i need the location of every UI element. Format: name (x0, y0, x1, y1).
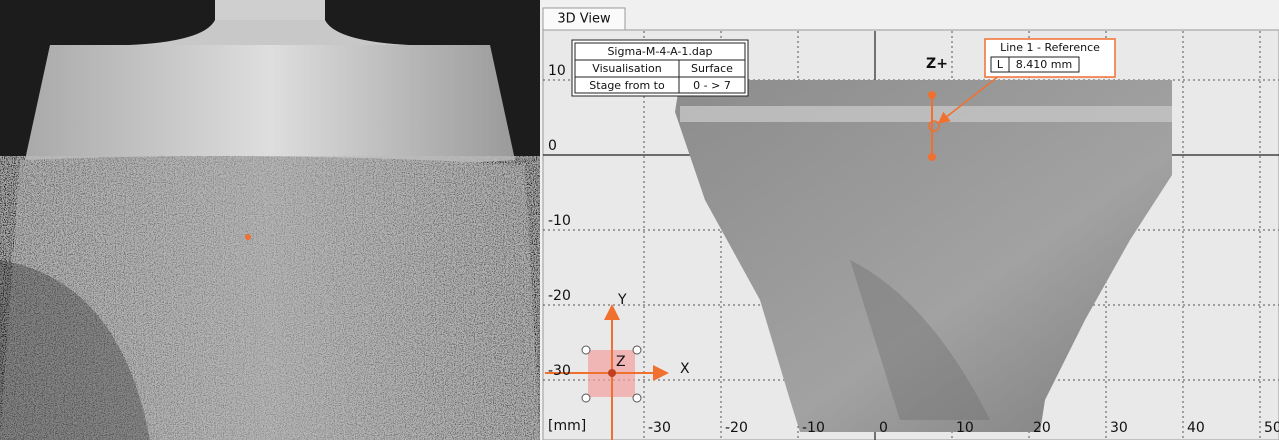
measurement-value: 8.410 mm (1016, 58, 1072, 71)
unit-label: [mm] (548, 418, 586, 434)
y-tick-label: -10 (548, 213, 571, 229)
tab-label[interactable]: 3D View (557, 12, 611, 27)
y-tick-label: 10 (548, 63, 566, 79)
y-tick-label: -20 (548, 288, 571, 304)
page: 3D View Z+ Sigma-M-4-A-1.dap Visualisati… (0, 0, 1279, 440)
info-cell: Visualisation (592, 62, 661, 75)
x-tick-label: -20 (725, 420, 748, 436)
screen: 3D View Z+ Sigma-M-4-A-1.dap Visualisati… (0, 0, 1279, 440)
info-cell: 0 - > 7 (693, 79, 731, 92)
measurement-box: Line 1 - Reference L 8.410 mm (985, 39, 1115, 77)
x-tick-label: -10 (802, 420, 825, 436)
info-cell: Surface (691, 62, 733, 75)
y-tick-label: 0 (548, 138, 557, 154)
info-cell: Sigma-M-4-A-1.dap (607, 45, 712, 58)
x-tick-label: -30 (648, 420, 671, 436)
x-tick-label: 0 (879, 420, 888, 436)
axis-x-label: X (680, 361, 690, 377)
x-tick-label: 20 (1033, 420, 1051, 436)
axis-z-label: Z (616, 354, 626, 370)
measurement-key: L (997, 58, 1004, 71)
x-tick-label: 40 (1187, 420, 1205, 436)
info-cell: Stage from to (589, 79, 665, 92)
x-tick-label: 50 (1264, 420, 1279, 436)
info-table: Sigma-M-4-A-1.dap Visualisation Surface … (572, 40, 748, 96)
x-tick-label: 10 (956, 420, 974, 436)
measurement-title: Line 1 - Reference (1000, 41, 1100, 54)
y-tick-label: -30 (548, 363, 571, 379)
x-tick-label: 30 (1110, 420, 1128, 436)
direction-label: Z+ (926, 56, 948, 72)
camera-image (0, 0, 540, 440)
axis-y-label: Y (617, 292, 627, 308)
